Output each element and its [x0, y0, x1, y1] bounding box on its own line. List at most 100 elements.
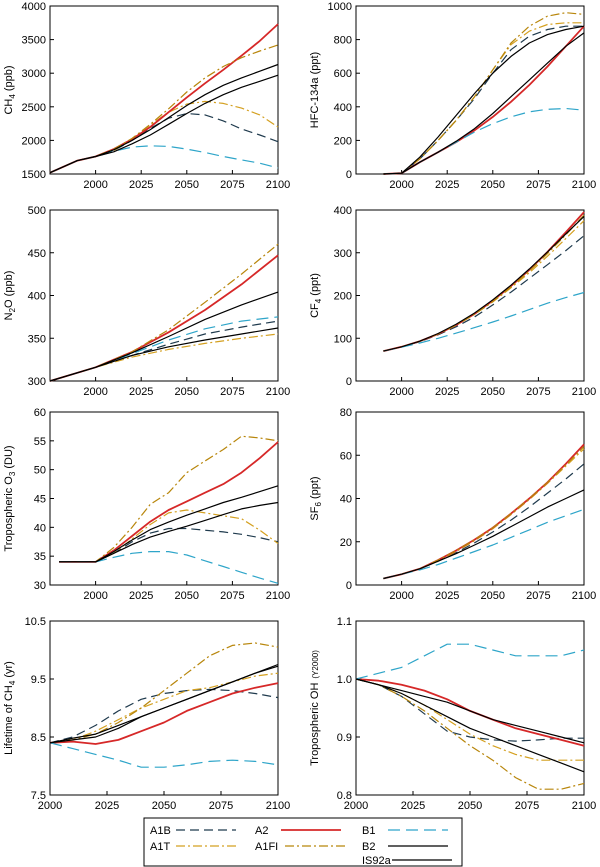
y-tick-label: 1.0: [337, 674, 352, 686]
x-tick-label: 2025: [129, 179, 153, 191]
series-line-a1fi: [355, 678, 585, 790]
y-tick-label: 500: [28, 205, 46, 217]
x-tick-label: 2075: [526, 386, 550, 398]
y-tick-label: 3500: [22, 35, 46, 47]
y-axis-label: HFC-134a (ppt): [309, 52, 321, 128]
series-line-a1t: [49, 672, 279, 744]
y-tick-label: 20: [340, 537, 352, 549]
series-line-is92a: [59, 485, 279, 563]
x-tick-label: 2025: [401, 800, 425, 812]
series-line-a1fi: [383, 12, 585, 175]
x-tick-label: 2025: [435, 590, 459, 602]
y-tick-label: 50: [34, 465, 46, 477]
y-tick-label: 40: [340, 494, 352, 506]
x-tick-label: 2075: [220, 386, 244, 398]
x-tick-label: 2050: [481, 386, 505, 398]
legend-label: B2: [362, 841, 375, 853]
panels-group: 2000 2025 2050 2075 210015002000250030003500…: [3, 1, 596, 812]
series-line-is92a: [49, 291, 279, 382]
plot-frame: [355, 620, 585, 796]
series-line-is92a: [383, 25, 585, 175]
x-tick-label: 2000: [389, 590, 413, 602]
series-line-b2: [49, 74, 279, 174]
y-tick-label: 80: [340, 407, 352, 419]
y-tick-label: 60: [340, 450, 352, 462]
legend-item-b2: B2: [362, 841, 448, 853]
chart-panel-5: 2000 2025 2050 2075 2100 30 35 40 45 50 55 60 Tropos…: [3, 407, 290, 602]
y-tick-label: 35: [34, 551, 46, 563]
y-tick-label: 400: [28, 291, 46, 303]
x-tick-label: 2075: [526, 179, 550, 191]
y-tick-label: 1.1: [337, 616, 352, 628]
y-tick-label: 400: [334, 205, 352, 217]
series-line-a2: [383, 443, 585, 580]
series-line-b1: [383, 107, 585, 175]
x-tick-label: 2050: [481, 179, 505, 191]
y-tick-label: 30: [34, 580, 46, 592]
x-tick-label: 2075: [220, 179, 244, 191]
series-line-a2: [383, 211, 585, 352]
x-tick-label: 2050: [152, 800, 176, 812]
x-tick-label: 2000: [83, 590, 107, 602]
x-tick-label: 2025: [95, 800, 119, 812]
legend-box: [143, 817, 463, 867]
y-tick-label: 200: [334, 291, 352, 303]
y-tick-label: 2500: [22, 102, 46, 114]
series-line-a2: [49, 682, 279, 745]
series-line-a1b: [383, 235, 585, 352]
series-line-b2: [49, 327, 279, 382]
x-tick-label: 2050: [175, 590, 199, 602]
x-tick-label: 2000: [389, 179, 413, 191]
legend-item-a1fi: A1FI: [255, 841, 345, 853]
series-line-a1t: [383, 448, 585, 580]
x-tick-label: 2025: [129, 386, 153, 398]
y-tick-label: 600: [334, 68, 352, 80]
y-tick-label: 1500: [22, 169, 46, 181]
plot-frame: [355, 411, 585, 586]
plot-frame: [355, 5, 585, 175]
legend-label: A1FI: [255, 841, 278, 853]
series-line-b1: [383, 508, 585, 580]
series-line-a2: [49, 23, 279, 174]
y-tick-label: 400: [334, 102, 352, 114]
x-tick-label: 2075: [220, 590, 244, 602]
x-tick-label: 2100: [266, 179, 290, 191]
x-tick-label: 2100: [572, 590, 596, 602]
y-tick-label: 0: [346, 169, 352, 181]
x-tick-label: 2000: [38, 800, 62, 812]
legend-item-a2: A2: [255, 825, 341, 837]
series-line-a1t: [59, 509, 279, 563]
series-line-is92a: [49, 665, 279, 744]
legend-item-a1b: A1B: [150, 825, 236, 837]
series-line-b2: [383, 215, 585, 352]
x-tick-label: 2050: [175, 179, 199, 191]
y-tick-label: 0: [346, 580, 352, 592]
series-line-b2: [383, 32, 585, 175]
legend-item-a1t: A1T: [150, 841, 236, 853]
y-axis-label: CH4 (ppb): [3, 65, 17, 114]
chart-panel-1: 2000 2025 2050 2075 2100 1500 2000 2500 3000 3500…: [3, 1, 290, 191]
legend-label: B1: [362, 825, 375, 837]
series-line-b2: [59, 501, 279, 563]
y-tick-label: 0.9: [337, 732, 352, 744]
y-axis-label: N2O (ppb): [3, 271, 17, 321]
y-tick-label: 7.5: [31, 790, 46, 802]
plot-frame: [49, 5, 279, 175]
legend-label: A2: [255, 825, 268, 837]
y-axis-label: Tropospheric OH(Y2000): [309, 650, 321, 766]
plot-frame: [355, 209, 585, 382]
x-tick-label: 2000: [344, 800, 368, 812]
y-tick-label: 40: [34, 522, 46, 534]
y-tick-label: 9.5: [31, 674, 46, 686]
series-line-a1b: [383, 25, 584, 175]
y-tick-label: 800: [334, 35, 352, 47]
y-axis-label: Tropospheric O3 (DU): [3, 445, 17, 551]
x-tick-label: 2000: [83, 386, 107, 398]
x-tick-label: 2050: [175, 386, 199, 398]
y-tick-label: 4000: [22, 1, 46, 13]
series-line-a1t: [383, 220, 585, 352]
series-line-is92a: [49, 63, 279, 174]
legend-item-is92a: IS92a: [362, 855, 452, 867]
x-tick-label: 2050: [481, 590, 505, 602]
x-tick-label: 2100: [266, 800, 290, 812]
